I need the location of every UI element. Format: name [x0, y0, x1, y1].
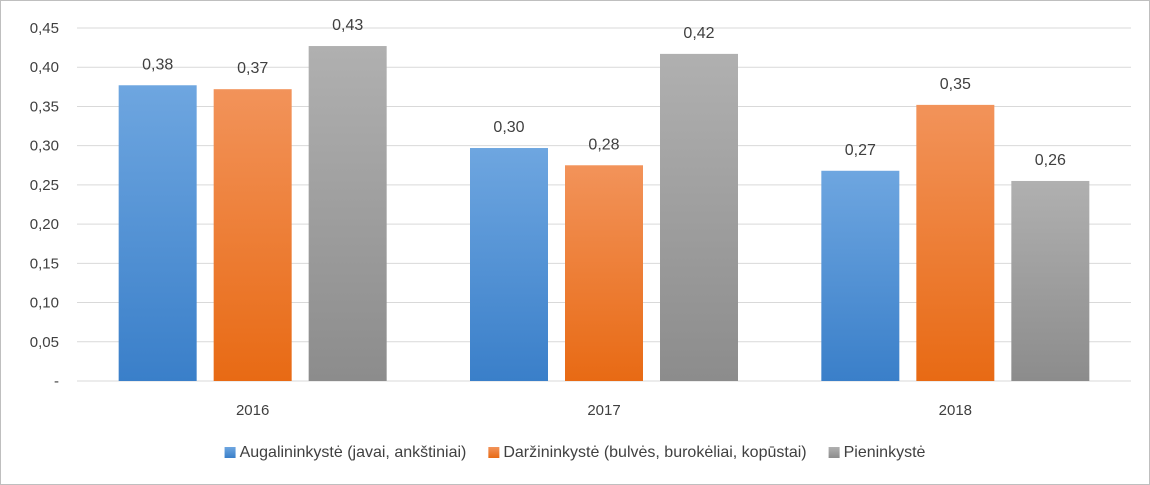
y-tick-label: 0,15: [30, 255, 59, 272]
bar: [118, 85, 197, 382]
y-tick-label: 0,30: [30, 138, 59, 155]
bar: [308, 46, 387, 381]
data-label: 0,30: [493, 119, 524, 136]
bar: [1011, 180, 1090, 381]
y-tick-label: 0,35: [30, 98, 59, 115]
y-tick-label: -: [54, 373, 59, 390]
bar: [470, 148, 548, 381]
bars: [118, 46, 1090, 382]
legend-item: Daržininkystė (bulvės, burokėliai, kopūs…: [488, 444, 807, 461]
y-tick-label: 0,40: [30, 59, 59, 76]
y-tick-label: 0,20: [30, 216, 59, 233]
bar: [916, 104, 995, 382]
data-label: 0,27: [845, 142, 876, 159]
legend: Augalininkystė (javai, ankštiniai) Daržin…: [224, 444, 926, 461]
data-label: 0,28: [588, 136, 619, 153]
x-tick-label: 2017: [587, 402, 620, 419]
legend-swatch: [828, 447, 840, 458]
bar: [565, 165, 643, 381]
x-tick-label: 2016: [236, 402, 269, 419]
data-label: 0,42: [683, 25, 714, 42]
legend-label: Daržininkystė (bulvės, burokėliai, kopūs…: [503, 444, 806, 461]
legend-item: Pieninkystė: [828, 444, 926, 461]
y-tick-label: 0,45: [30, 20, 59, 37]
y-tick-label: 0,05: [30, 334, 59, 351]
legend-label: Augalininkystė (javai, ankštiniai): [240, 444, 467, 461]
data-label: 0,38: [142, 56, 173, 73]
legend-swatch: [224, 447, 236, 458]
x-axis-tick-labels: 2016 2017 2018: [236, 402, 972, 419]
data-label: 0,26: [1035, 152, 1066, 169]
legend-label: Pieninkystė: [844, 444, 926, 461]
bar: [821, 170, 900, 381]
data-label: 0,35: [940, 76, 971, 93]
y-axis-tick-labels: - 0,05 0,10 0,15 0,20 0,25 0,30 0,35 0,40 0,45: [30, 20, 59, 390]
data-label: 0,43: [332, 17, 363, 34]
y-tick-label: 0,10: [30, 295, 59, 312]
data-labels: 0,38 0,37 0,43 0,30 0,28 0,42 0,27 0,35 0,26: [142, 17, 1066, 169]
y-tick-label: 0,25: [30, 177, 59, 194]
x-tick-label: 2018: [939, 402, 972, 419]
legend-item: Augalininkystė (javai, ankštiniai): [224, 444, 467, 461]
bar: [660, 53, 738, 382]
bar: [213, 89, 292, 381]
data-label: 0,37: [237, 60, 268, 77]
legend-swatch: [488, 447, 500, 458]
